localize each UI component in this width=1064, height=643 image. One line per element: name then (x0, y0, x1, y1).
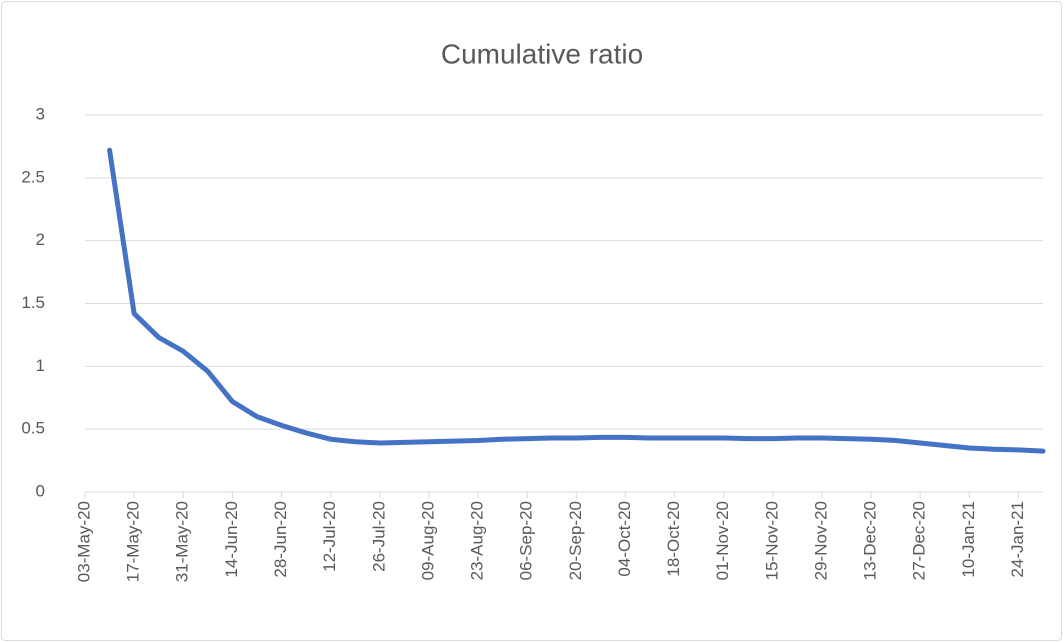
x-tick-label: 17-May-20 (124, 501, 143, 582)
x-tick-label: 28-Jun-20 (271, 501, 290, 578)
x-tick-label: 29-Nov-20 (811, 501, 830, 580)
x-tick-label: 15-Nov-20 (762, 501, 781, 580)
x-tick-label: 09-Aug-20 (418, 501, 437, 580)
y-tick-label: 0 (36, 481, 45, 500)
x-tick-label: 06-Sep-20 (517, 501, 536, 580)
x-tick-label: 12-Jul-20 (320, 501, 339, 572)
x-tick-label: 14-Jun-20 (222, 501, 241, 578)
y-tick-label: 0.5 (21, 419, 45, 438)
x-tick-label: 27-Dec-20 (910, 501, 929, 580)
y-tick-label: 1 (36, 356, 45, 375)
x-tick-label: 23-Aug-20 (468, 501, 487, 580)
data-line (107, 147, 1046, 454)
x-tick-label: 26-Jul-20 (369, 501, 388, 572)
x-tick-label: 24-Jan-21 (1008, 501, 1027, 578)
x-tick-label: 04-Oct-20 (615, 501, 634, 577)
x-tick-label: 20-Sep-20 (566, 501, 585, 580)
y-tick-label: 2.5 (21, 167, 45, 186)
x-tick-label: 18-Oct-20 (664, 501, 683, 577)
x-tick-label: 01-Nov-20 (713, 501, 732, 580)
x-tick-label: 13-Dec-20 (861, 501, 880, 580)
x-tick-label: 31-May-20 (173, 501, 192, 582)
x-tick-label: 10-Jan-21 (959, 501, 978, 578)
x-tick-label: 03-May-20 (74, 501, 93, 582)
y-tick-label: 3 (36, 104, 45, 123)
chart-title: Cumulative ratio (441, 38, 643, 69)
y-tick-label: 1.5 (21, 293, 45, 312)
y-tick-label: 2 (36, 230, 45, 249)
